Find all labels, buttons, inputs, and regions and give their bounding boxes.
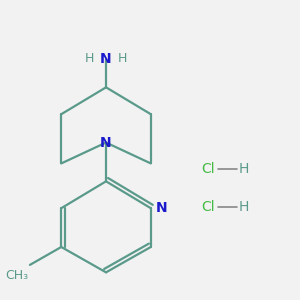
Text: H: H	[239, 162, 249, 176]
Text: N: N	[100, 136, 112, 149]
Text: H: H	[239, 200, 249, 214]
Text: H: H	[85, 52, 94, 65]
Text: N: N	[100, 52, 112, 66]
Text: H: H	[118, 52, 127, 65]
Text: Cl: Cl	[201, 162, 215, 176]
Text: CH₃: CH₃	[5, 269, 28, 282]
Text: Cl: Cl	[201, 200, 215, 214]
Text: N: N	[155, 201, 167, 215]
